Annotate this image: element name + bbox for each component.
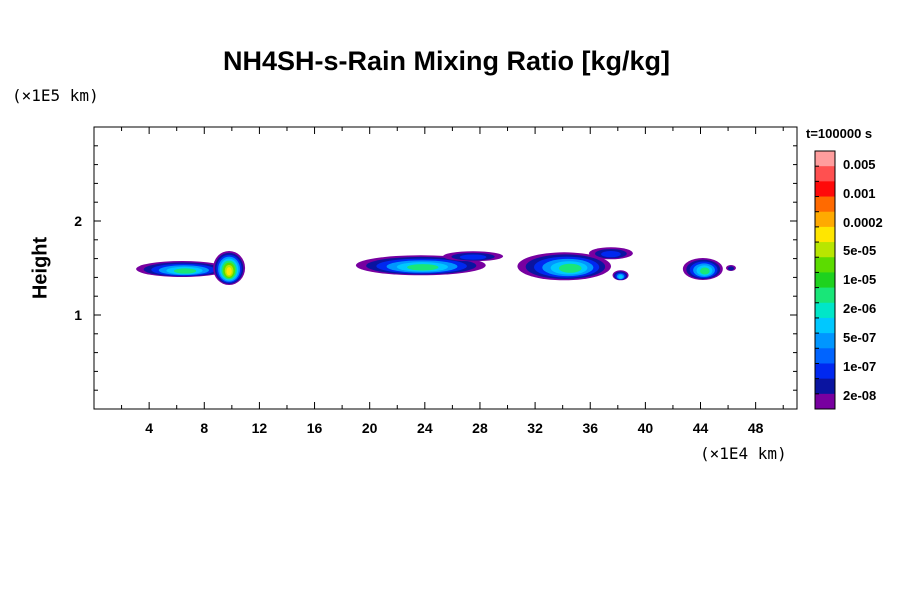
- colorbar-segment: [815, 393, 835, 410]
- x-tick-label: 32: [527, 420, 543, 436]
- x-tick-label: 12: [252, 420, 268, 436]
- cloud-feature: [517, 247, 633, 281]
- colorbar-segment: [815, 378, 835, 395]
- x-tick-label: 40: [638, 420, 654, 436]
- colorbar-label: 5e-07: [843, 330, 876, 345]
- x-tick-label: 4: [145, 420, 153, 436]
- colorbar-label: 0.0002: [843, 215, 883, 230]
- mixing-ratio-field: [136, 247, 736, 285]
- colorbar-segment: [815, 363, 835, 380]
- colorbar-segment: [815, 287, 835, 304]
- time-label: t=100000 s: [806, 126, 873, 141]
- colorbar-segment: [815, 272, 835, 289]
- colorbar-label: 0.005: [843, 157, 876, 172]
- colorbar-label: 1e-07: [843, 359, 876, 374]
- cloud-feature: [355, 251, 504, 276]
- colorbar-segment: [815, 151, 835, 167]
- colorbar: 0.005 0.001 0.0002 5e-05 1e-05 2e-06 5e-07 1e-0…: [814, 150, 883, 410]
- colorbar-label: 2e-06: [843, 301, 876, 316]
- colorbar-segment: [815, 317, 835, 334]
- cloud-feature: [682, 258, 736, 280]
- cloud-feature: [136, 251, 246, 285]
- colorbar-segment: [815, 226, 835, 243]
- plot-frame: [93, 126, 798, 410]
- x-tick-label: 48: [748, 420, 764, 436]
- x-tick-label: 36: [582, 420, 598, 436]
- colorbar-segment: [815, 302, 835, 319]
- colorbar-label: 5e-05: [843, 243, 876, 258]
- x-tick-label: 16: [307, 420, 323, 436]
- colorbar-segment: [815, 181, 835, 198]
- colorbar-frame: [814, 150, 836, 410]
- chart-title: NH4SH-s-Rain Mixing Ratio [kg/kg]: [222, 46, 671, 76]
- colorbar-segment: [815, 257, 835, 273]
- y-tick-label: 1: [74, 307, 82, 323]
- colorbar-segment: [815, 242, 835, 258]
- colorbar-segment: [815, 196, 835, 213]
- colorbar-segment: [815, 166, 835, 182]
- colorbar-segment: [815, 348, 835, 364]
- x-tick-label: 44: [693, 420, 709, 436]
- colorbar-segment: [815, 211, 835, 228]
- y-tick-label: 2: [74, 213, 82, 229]
- colorbar-label: 0.001: [843, 186, 876, 201]
- x-axis-unit: (×1E4 km): [700, 444, 787, 463]
- colorbar-label: 2e-08: [843, 388, 876, 403]
- colorbar-label: 1e-05: [843, 272, 876, 287]
- x-tick-label: 24: [417, 420, 433, 436]
- y-axis-unit: (×1E5 km): [12, 86, 99, 105]
- x-tick-label: 20: [362, 420, 378, 436]
- colorbar-segment: [815, 333, 835, 349]
- x-tick-label: 8: [200, 420, 208, 436]
- x-tick-label: 28: [472, 420, 488, 436]
